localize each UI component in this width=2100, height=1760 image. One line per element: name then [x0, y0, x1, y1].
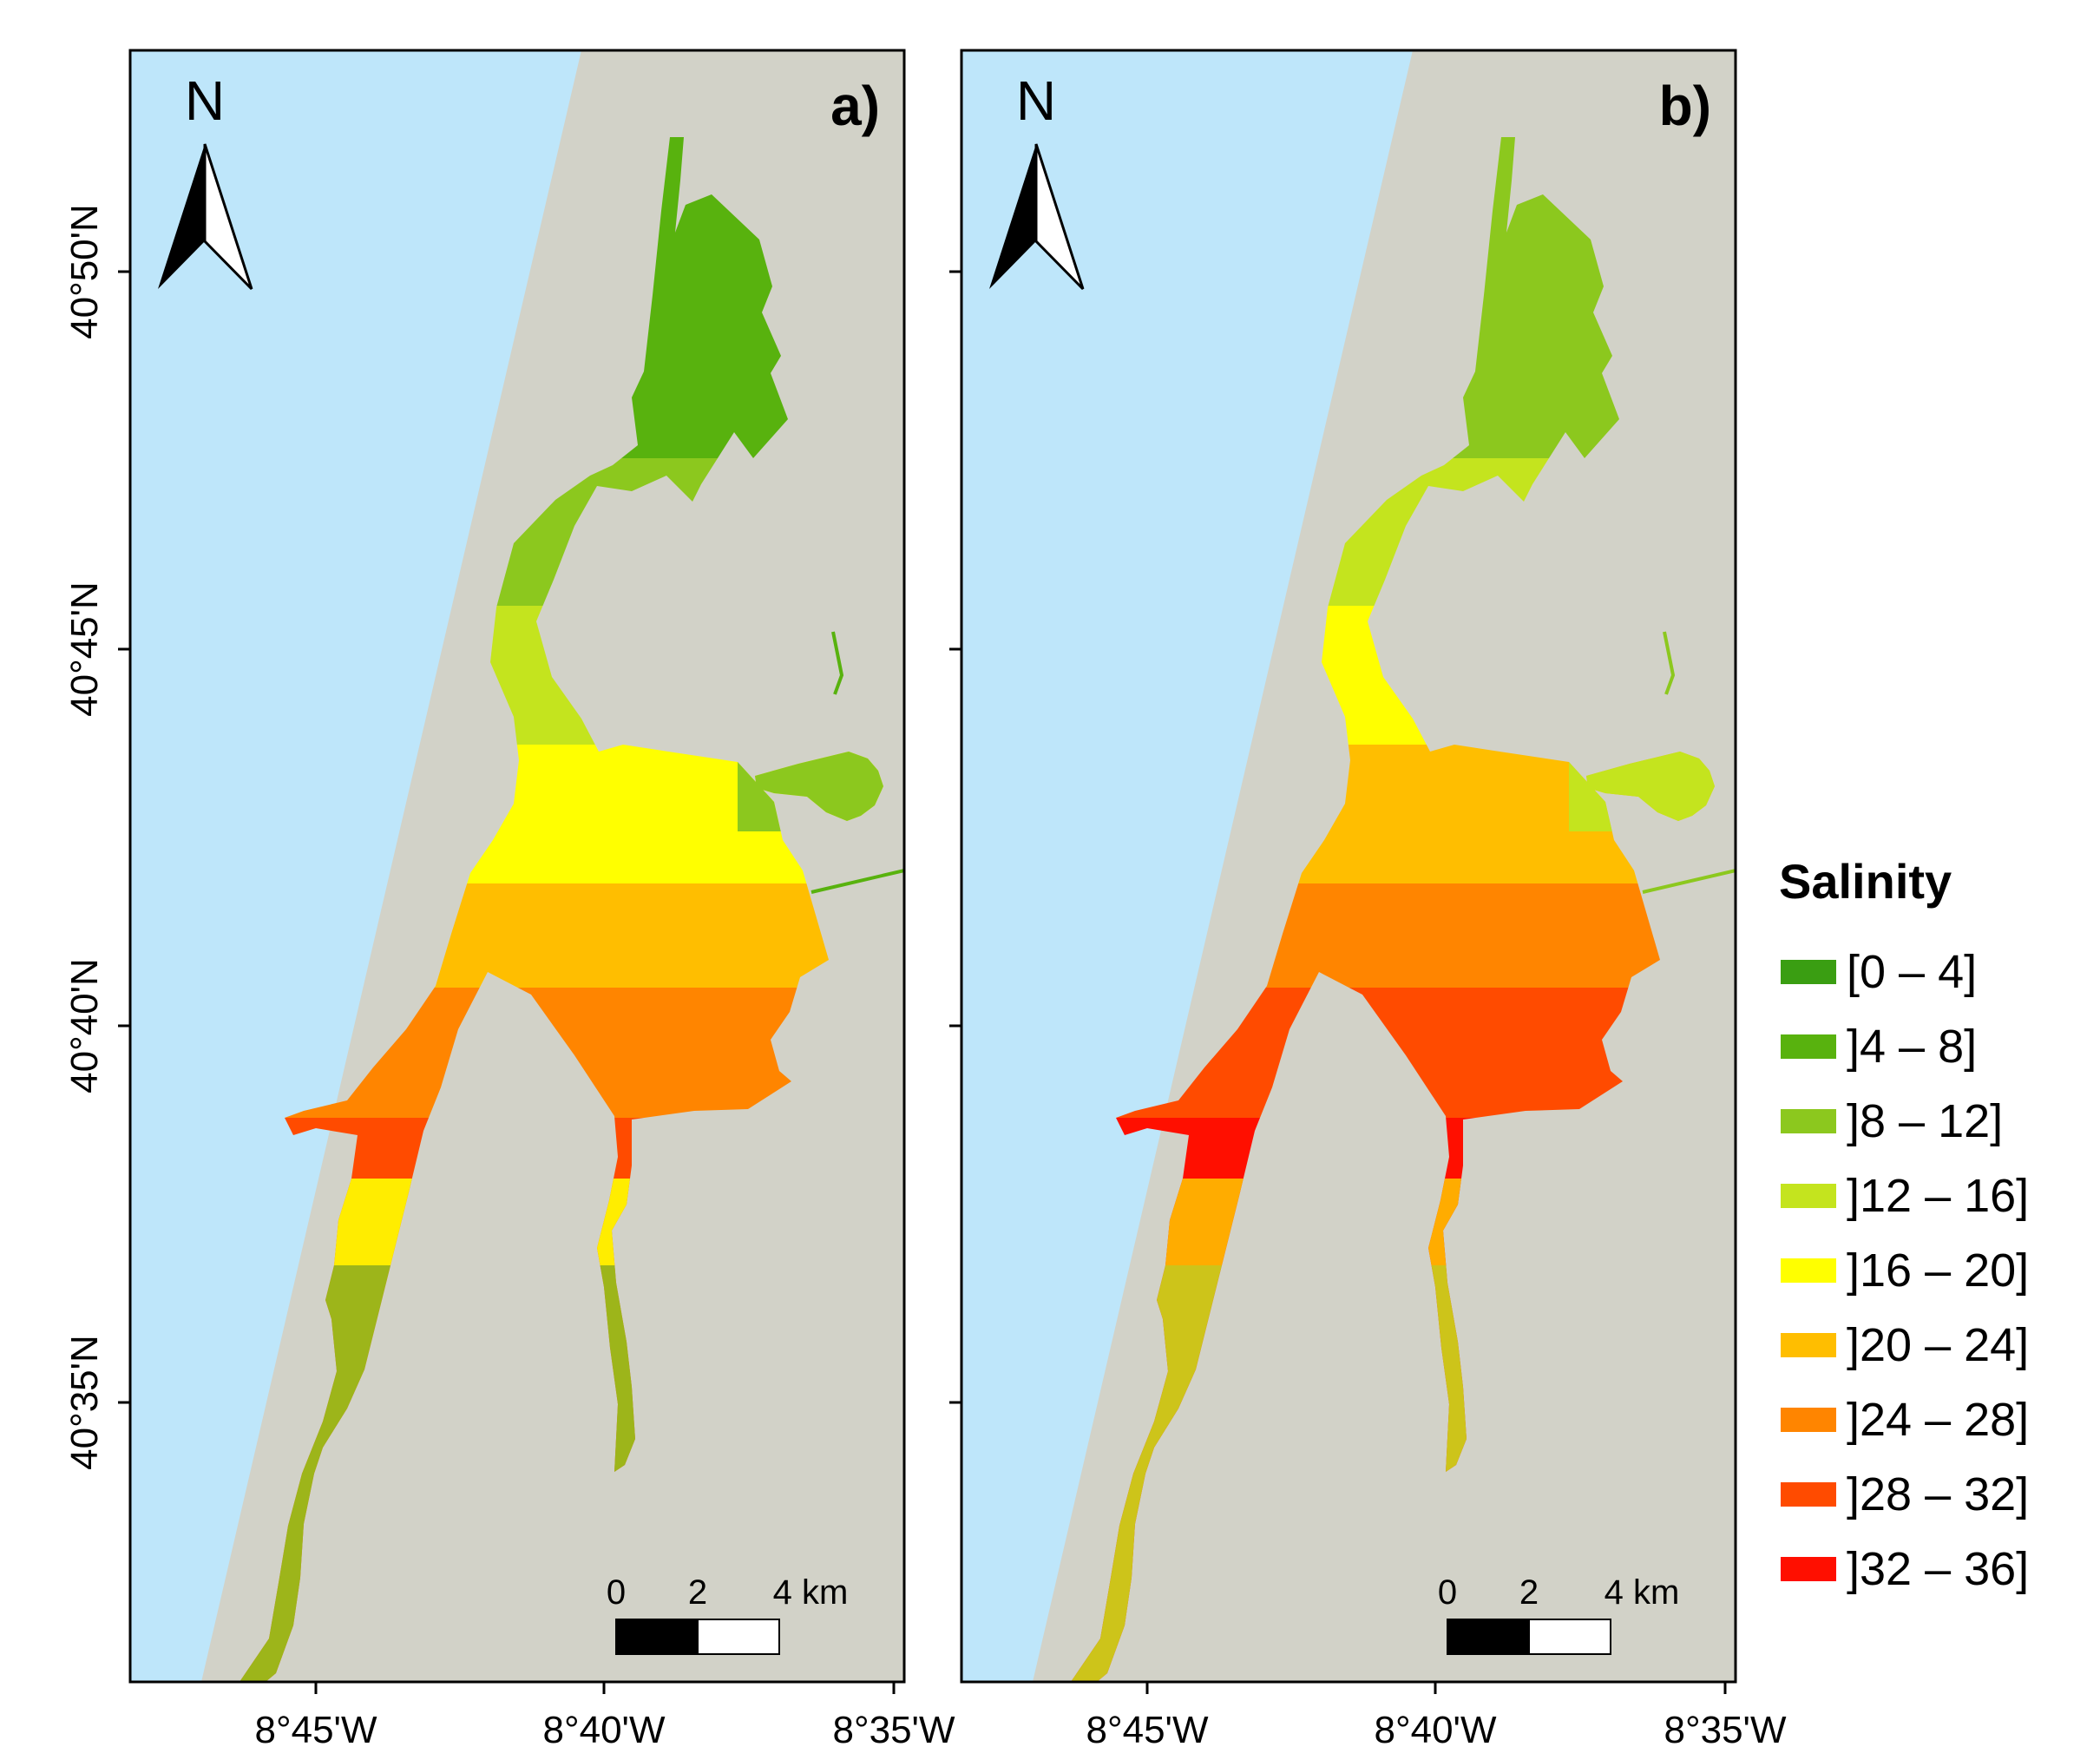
longitude-label: 8°45'W: [255, 1709, 377, 1751]
legend-swatch: [1781, 1557, 1836, 1581]
latitude-label: 40°45'N: [63, 581, 106, 717]
north-label: N: [185, 69, 225, 132]
canal: [1663, 631, 1676, 695]
scale-bar-label: 0: [1438, 1573, 1457, 1612]
legend-swatch: [1781, 1184, 1836, 1208]
legend-swatch: [1781, 1408, 1836, 1432]
longitude-label: 8°40'W: [543, 1709, 666, 1751]
legend-item-label: ]24 – 28]: [1847, 1394, 2029, 1446]
legend-swatch: [1781, 960, 1836, 984]
canal: [831, 631, 844, 695]
north-label: N: [1016, 69, 1056, 132]
panel-label: a): [830, 75, 880, 137]
legend-item-label: ]4 – 8]: [1847, 1021, 1977, 1073]
north-arrow-icon: [989, 143, 1085, 291]
panel-frame: [960, 49, 1737, 1684]
latitude-label: 40°40'N: [63, 958, 106, 1093]
legend-item-label: [0 – 4]: [1847, 946, 1977, 998]
north-arrow-icon: [158, 143, 253, 291]
latitude-label: 40°35'N: [63, 1335, 106, 1470]
latitude-label: 40°50'N: [63, 204, 106, 339]
longitude-label: 8°45'W: [1086, 1709, 1209, 1751]
legend-swatch: [1781, 1333, 1836, 1357]
legend-item-label: ]32 – 36]: [1847, 1543, 2029, 1595]
legend-item-label: ]12 – 16]: [1847, 1170, 2029, 1222]
scale-bar-label: 4 km: [1605, 1573, 1680, 1612]
latitude-labels: 40°50'N 40°45'N 40°40'N 40°35'N: [63, 204, 106, 1470]
scale-bar: 0 2 4 km: [1438, 1573, 1680, 1655]
panel-label: b): [1659, 75, 1711, 137]
canal: [1642, 868, 1736, 894]
legend-item-label: ]16 – 20]: [1847, 1244, 2029, 1297]
longitude-label: 8°35'W: [833, 1709, 955, 1751]
scale-bar-label: 2: [688, 1573, 707, 1612]
panel-frame: [128, 49, 906, 1684]
legend-item-label: ]8 – 12]: [1847, 1095, 2003, 1147]
canal: [810, 868, 904, 894]
longitude-label: 8°35'W: [1664, 1709, 1787, 1751]
salinity-legend: Salinity [0 – 4] ]4 – 8] ]8 – 12] ]12 – 16]]…: [1779, 854, 2029, 1595]
legend-swatch: [1781, 1482, 1836, 1507]
scale-bar-label: 0: [607, 1573, 626, 1612]
scale-bar: 0 2 4 km: [607, 1573, 849, 1655]
scale-bar-label: 2: [1519, 1573, 1539, 1612]
map-panel-b: b) N 0 2 4 km 8°45'W 8°40'W 8°35'W: [949, 49, 1787, 1751]
scale-bar-label: 4 km: [773, 1573, 849, 1612]
legend-swatch: [1781, 1109, 1836, 1133]
legend-item-label: ]28 – 32]: [1847, 1468, 2029, 1520]
legend-item-label: ]20 – 24]: [1847, 1319, 2029, 1371]
map-panel-a: a) N 0 2 4 km 8°45'W 8°40'W 8°35'W: [118, 49, 955, 1751]
legend-swatch: [1781, 1034, 1836, 1059]
longitude-label: 8°40'W: [1375, 1709, 1497, 1751]
legend-swatch: [1781, 1258, 1836, 1283]
legend-title: Salinity: [1779, 854, 1952, 909]
